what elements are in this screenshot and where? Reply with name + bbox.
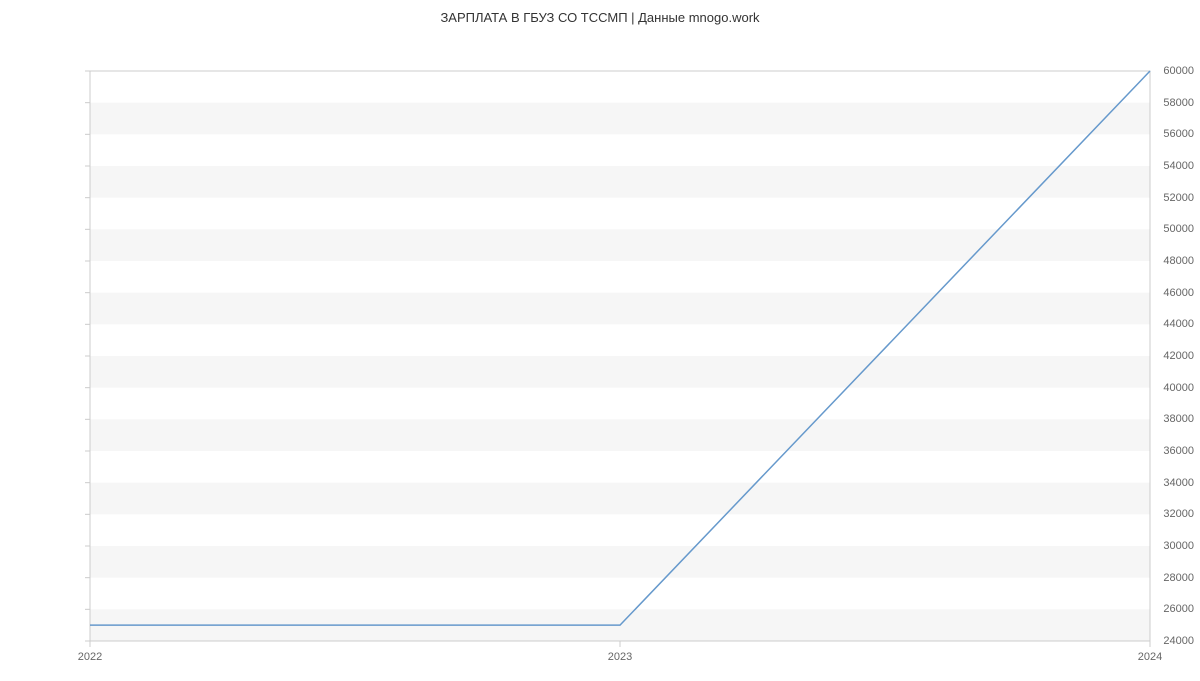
- y-tick-label: 32000: [1110, 508, 1200, 520]
- y-tick-label: 50000: [1110, 223, 1200, 235]
- y-tick-label: 30000: [1110, 540, 1200, 552]
- y-tick-label: 28000: [1110, 572, 1200, 584]
- y-tick-label: 52000: [1110, 192, 1200, 204]
- y-tick-label: 60000: [1110, 65, 1200, 77]
- x-tick-label: 2024: [1138, 651, 1162, 663]
- chart-area: 24000 26000 28000 30000 32000 34000 36000 38000…: [0, 31, 1200, 681]
- y-tick-label: 42000: [1110, 350, 1200, 362]
- y-tick-label: 46000: [1110, 287, 1200, 299]
- y-tick-label: 24000: [1110, 635, 1200, 647]
- y-tick-label: 38000: [1110, 413, 1200, 425]
- y-tick-label: 26000: [1110, 603, 1200, 615]
- y-tick-label: 40000: [1110, 382, 1200, 394]
- series-salary: [90, 71, 1150, 625]
- y-tick-label: 54000: [1110, 160, 1200, 172]
- y-tick-label: 48000: [1110, 255, 1200, 267]
- chart-title: ЗАРПЛАТА В ГБУЗ СО ТССМП | Данные mnogo.…: [0, 0, 1200, 31]
- x-tick-label: 2023: [608, 651, 632, 663]
- chart-svg: [0, 31, 1200, 681]
- y-tick-label: 56000: [1110, 128, 1200, 140]
- y-tick-label: 34000: [1110, 477, 1200, 489]
- x-tick-label: 2022: [78, 651, 102, 663]
- y-tick-label: 36000: [1110, 445, 1200, 457]
- y-tick-label: 58000: [1110, 97, 1200, 109]
- y-tick-label: 44000: [1110, 318, 1200, 330]
